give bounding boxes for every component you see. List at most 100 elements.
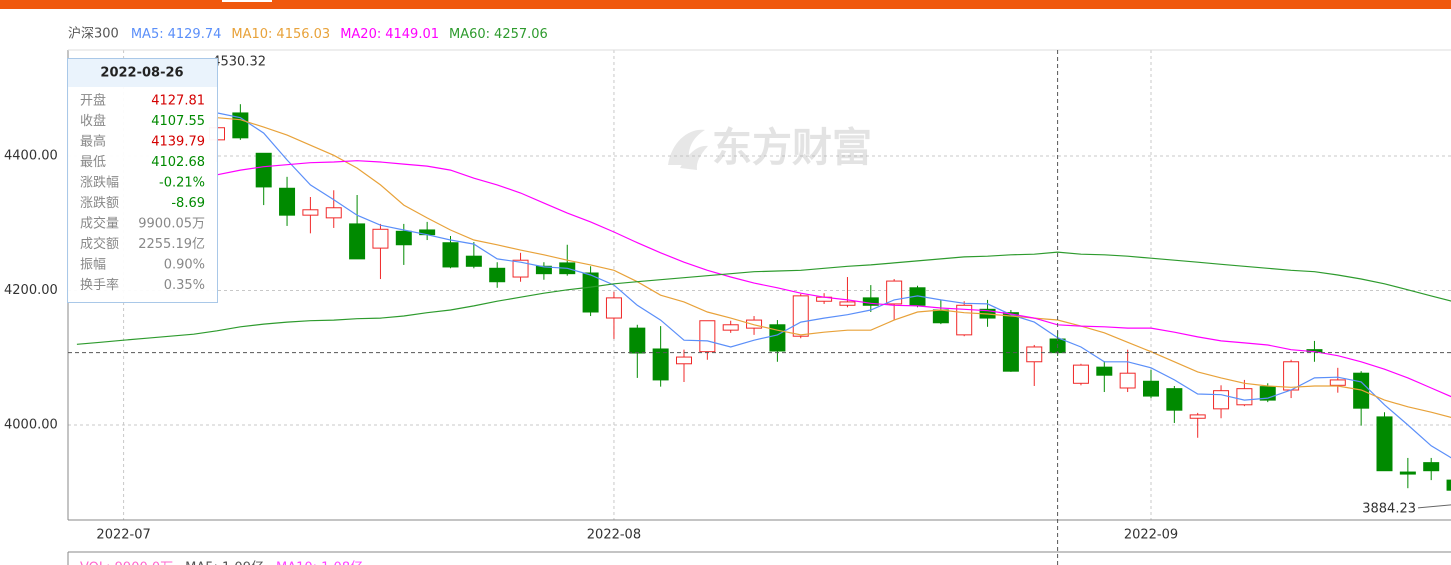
legend-name: MA5 bbox=[131, 27, 159, 42]
tooltip-value: 4139.79 bbox=[151, 135, 205, 150]
tooltip-label: 振幅 bbox=[80, 258, 106, 273]
candle-body bbox=[1002, 312, 1019, 372]
candle-body bbox=[1353, 372, 1370, 409]
legend-value: 4129.74 bbox=[168, 27, 222, 42]
legend-entry: MA10: 4156.03 bbox=[231, 27, 330, 42]
candle-body bbox=[1376, 416, 1393, 472]
candle-body bbox=[1446, 479, 1451, 491]
ma-line bbox=[216, 117, 1451, 418]
legend-separator: : bbox=[159, 27, 163, 42]
candle-body bbox=[535, 265, 552, 275]
candle-body bbox=[372, 228, 389, 249]
tooltip-label: 成交额 bbox=[80, 236, 119, 252]
candle-body bbox=[1329, 379, 1346, 386]
legend-name: MA60 bbox=[449, 27, 486, 42]
max-label: 4530.32 bbox=[212, 55, 266, 70]
ma-line bbox=[216, 160, 1451, 398]
candle-body bbox=[839, 301, 856, 306]
min-label: 3884.23 bbox=[1362, 501, 1416, 516]
candle-body bbox=[792, 295, 809, 337]
legend: 沪深300 MA5: 4129.74 MA10: 4156.03 MA20: 4149.01… bbox=[68, 26, 548, 565]
candle-body bbox=[629, 327, 646, 354]
candle-body bbox=[1143, 380, 1159, 397]
candle-body bbox=[349, 223, 366, 260]
y-tick-label: 4000.00 bbox=[4, 417, 58, 432]
tooltip-label: 成交量 bbox=[80, 216, 119, 232]
candle-body bbox=[699, 320, 716, 353]
x-tick-label: 2022-08 bbox=[587, 528, 641, 543]
candle-body bbox=[862, 297, 879, 306]
candle-body bbox=[442, 242, 459, 268]
tooltip-label: 最高 bbox=[80, 134, 106, 150]
tooltip: 2022-08-26 开盘 4127.81 收盘 4107.55 最高 4139.79 最低 4… bbox=[67, 58, 218, 303]
top-bar bbox=[0, 0, 1451, 9]
tooltip-label: 收盘 bbox=[80, 113, 106, 129]
ma-line bbox=[76, 251, 1451, 345]
y-tick-label: 4400.00 bbox=[4, 148, 58, 163]
volume-legend: VOL: 9900.0万 bbox=[80, 561, 173, 565]
legend-entry: MA5: 4129.74 bbox=[131, 27, 222, 42]
tooltip-value: 0.35% bbox=[164, 278, 205, 293]
watermark-text: 东方财富 bbox=[712, 125, 872, 171]
candle-body bbox=[1096, 366, 1113, 376]
legend-name: MA20 bbox=[340, 27, 377, 42]
tooltip-label: 最低 bbox=[80, 155, 106, 170]
candle-body bbox=[932, 309, 949, 324]
top-tab bbox=[222, 0, 272, 2]
volume-legend: MA5: 1.09亿 bbox=[185, 561, 264, 565]
candle-body bbox=[1189, 414, 1206, 419]
tooltip-value: 9900.05万 bbox=[138, 217, 205, 232]
tooltip-header bbox=[68, 59, 217, 87]
grid bbox=[68, 50, 1451, 520]
candle-body bbox=[1213, 390, 1230, 410]
candle-body bbox=[512, 259, 529, 278]
candle-body bbox=[279, 187, 296, 216]
candle-body bbox=[1026, 346, 1043, 363]
candle-body bbox=[676, 356, 692, 365]
candle-body bbox=[746, 319, 763, 329]
tooltip-value: 4102.68 bbox=[151, 155, 205, 170]
tooltip-label: 开盘 bbox=[80, 93, 106, 109]
min-pointer bbox=[1417, 504, 1451, 509]
legend-entry: MA60: 4257.06 bbox=[449, 27, 548, 42]
plot bbox=[76, 104, 1451, 491]
candle-body bbox=[1119, 372, 1136, 389]
candle-body bbox=[1236, 388, 1253, 406]
candle-body bbox=[1283, 361, 1300, 391]
legend-value: 4156.03 bbox=[276, 27, 330, 42]
legend-name: MA10 bbox=[231, 27, 268, 42]
candle-body bbox=[395, 230, 412, 246]
candle-body bbox=[605, 297, 622, 319]
ma-line bbox=[216, 112, 1451, 459]
candle-body bbox=[886, 280, 903, 305]
candle-body bbox=[1166, 388, 1183, 411]
candle-body bbox=[302, 209, 319, 216]
tooltip-value: -0.21% bbox=[159, 176, 205, 191]
candle-body bbox=[652, 348, 669, 381]
tooltip-date: 2022-08-26 bbox=[100, 66, 183, 81]
watermark: 东方财富 bbox=[668, 125, 872, 171]
candle-body bbox=[1423, 462, 1440, 472]
overlay: 4530.32 3884.23 bbox=[68, 50, 1451, 565]
y-tick-label: 4200.00 bbox=[4, 283, 58, 298]
legend-value: 4149.01 bbox=[385, 27, 439, 42]
x-tick-label: 2022-07 bbox=[96, 528, 150, 543]
volume-legend: MA10: 1.08亿 bbox=[276, 561, 363, 565]
tooltip-value: 0.90% bbox=[164, 258, 205, 273]
candle-body bbox=[325, 207, 342, 219]
candle-body bbox=[255, 152, 272, 188]
candle-body bbox=[722, 324, 739, 331]
legend-entry: MA20: 4149.01 bbox=[340, 27, 439, 42]
tooltip-value: -8.69 bbox=[171, 196, 205, 211]
legend-value: 4257.06 bbox=[494, 27, 548, 42]
legend-separator: : bbox=[268, 27, 272, 42]
candle-body bbox=[909, 287, 926, 306]
legend-title: 沪深300 bbox=[68, 26, 119, 42]
tooltip-label: 涨跌额 bbox=[80, 195, 119, 211]
legend-separator: : bbox=[377, 27, 381, 42]
tooltip-label: 换手率 bbox=[80, 277, 119, 293]
tooltip-value: 4107.55 bbox=[151, 114, 205, 129]
tooltip-value: 2255.19亿 bbox=[138, 237, 205, 252]
